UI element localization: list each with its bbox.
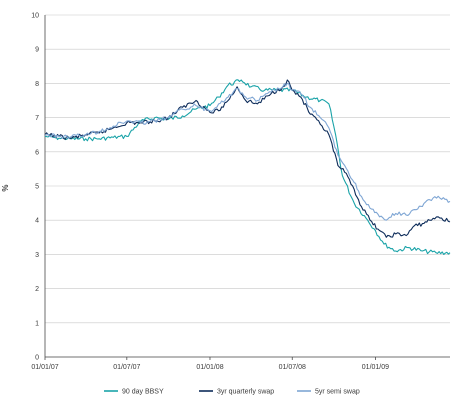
x-tick-label: 01/07/08 <box>279 364 306 371</box>
y-tick-label: 10 <box>31 13 39 20</box>
y-tick-label: 9 <box>35 47 39 54</box>
grid-layer <box>45 14 450 358</box>
y-tick-label: 6 <box>35 149 39 156</box>
axis-layer: 0 1 2 3 4 5 6 7 8 9 10 01/01/07 01/07/07 01/01/08 01/0… <box>31 13 450 371</box>
series-line <box>44 79 451 238</box>
y-tick-label: 7 <box>35 115 39 122</box>
x-tick-label: 01/01/08 <box>196 364 223 371</box>
legend-label: 3yr quarterly swap <box>217 389 274 396</box>
series-line <box>44 79 451 255</box>
y-tick-label: 0 <box>35 355 39 362</box>
y-tick-label: 3 <box>35 252 39 259</box>
y-axis-title: % <box>1 184 10 191</box>
legend-label: 5yr semi swap <box>315 389 360 396</box>
x-tick-label: 01/01/07 <box>31 364 58 371</box>
y-tick-label: 8 <box>35 81 39 88</box>
y-tick-label: 2 <box>35 286 39 293</box>
series-line <box>44 82 451 221</box>
x-tick-label: 01/07/07 <box>113 364 140 371</box>
legend: 90 day BBSY 3yr quarterly swap 5yr semi sw… <box>104 389 360 396</box>
y-tick-label: 4 <box>35 218 39 225</box>
legend-label: 90 day BBSY <box>122 389 164 396</box>
y-tick-label: 1 <box>35 320 39 327</box>
series-layer <box>44 79 451 255</box>
y-tick-label: 5 <box>35 184 39 191</box>
x-tick-label: 01/01/09 <box>362 364 389 371</box>
